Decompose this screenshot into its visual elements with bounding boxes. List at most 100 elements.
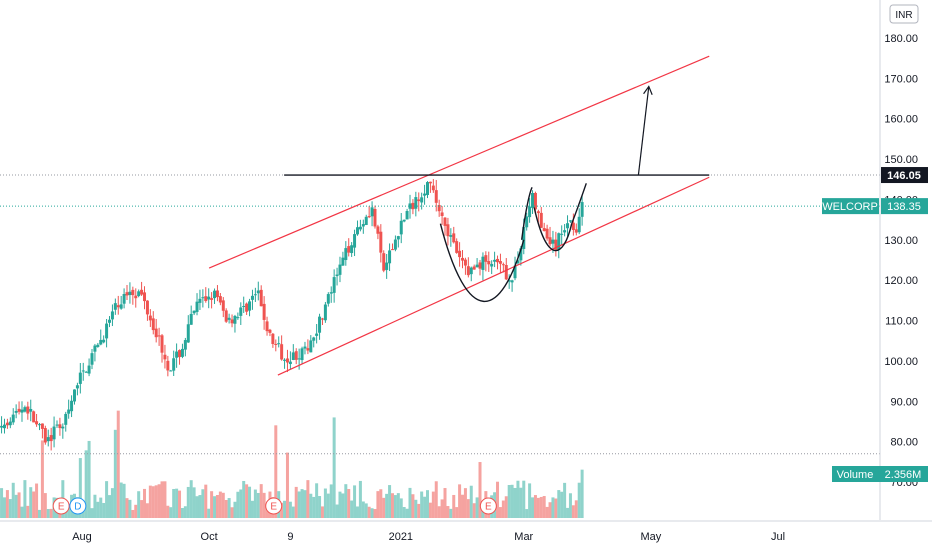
channel-upper-line[interactable] xyxy=(208,55,710,269)
candle-body xyxy=(154,328,158,338)
candle-body xyxy=(145,300,149,315)
candle-body xyxy=(110,311,114,320)
candle-body xyxy=(265,321,269,332)
candle-body xyxy=(382,253,386,271)
candle-body xyxy=(78,372,82,384)
cup-curve[interactable] xyxy=(439,223,525,303)
candle-body xyxy=(528,206,532,218)
volume-bar xyxy=(364,503,368,518)
handle-right-rim[interactable] xyxy=(571,183,587,224)
volume-bar xyxy=(318,496,322,518)
volume-bar xyxy=(519,487,523,518)
candle-body xyxy=(274,343,278,345)
dividend-marker[interactable]: D xyxy=(69,497,87,515)
candle-body xyxy=(253,294,257,296)
candle-body xyxy=(0,426,4,428)
candle-body xyxy=(568,220,572,222)
candle-body xyxy=(402,219,406,222)
candle-body xyxy=(99,339,103,345)
volume-bar xyxy=(172,488,176,518)
candle-body xyxy=(332,277,336,293)
candle-body xyxy=(210,298,214,300)
time-axis[interactable]: Aug Oct 9 2021 Mar May Jul xyxy=(72,531,785,543)
candle-body xyxy=(113,303,117,310)
channel-lower-line[interactable] xyxy=(277,176,710,376)
resistance-tag-text: 146.05 xyxy=(887,170,921,182)
candle-body xyxy=(463,259,467,266)
candle-body xyxy=(548,237,552,245)
volume-bar xyxy=(178,490,182,518)
candle-body xyxy=(323,304,327,321)
currency-badge[interactable]: INR xyxy=(889,4,919,24)
volume-bar xyxy=(449,508,453,518)
candle-body xyxy=(218,296,222,303)
cup-right-rim[interactable] xyxy=(520,187,533,240)
earnings-marker[interactable]: E xyxy=(479,497,497,515)
candle-body xyxy=(75,385,79,389)
candle-body xyxy=(425,182,429,196)
candle-body xyxy=(376,226,380,234)
volume-bar xyxy=(204,484,208,518)
candlesticks xyxy=(0,179,584,451)
candle-body xyxy=(256,290,260,294)
volume-bar xyxy=(207,508,211,518)
volume-tag-value: 2.356M xyxy=(885,469,922,481)
candle-body xyxy=(192,310,196,314)
candle-body xyxy=(291,352,295,360)
time-axis-background xyxy=(0,521,932,550)
candle-body xyxy=(580,202,584,217)
volume-bar xyxy=(37,509,41,518)
volume-bar xyxy=(472,503,476,518)
candle-body xyxy=(262,303,266,320)
candle-body xyxy=(423,193,427,196)
volume-bar xyxy=(8,499,12,518)
volume-bar xyxy=(113,429,117,518)
handle-curve[interactable] xyxy=(533,207,573,252)
candle-body xyxy=(198,298,202,303)
candle-body xyxy=(163,354,167,360)
candle-body xyxy=(344,248,348,261)
y-tick-label: 90.00 xyxy=(890,396,918,408)
volume-bar xyxy=(32,491,36,518)
candle-body xyxy=(355,227,359,235)
candle-body xyxy=(215,290,219,298)
volume-bar xyxy=(227,498,231,518)
earnings-marker[interactable]: E xyxy=(265,497,283,515)
volume-bar xyxy=(166,505,170,518)
candle-body xyxy=(390,249,394,251)
candle-body xyxy=(490,263,494,267)
candle-body xyxy=(26,406,30,414)
trend-drawings[interactable] xyxy=(208,55,710,376)
volume-bar xyxy=(81,508,85,518)
candle-body xyxy=(221,300,225,311)
event-circle xyxy=(52,497,70,515)
volume-bar xyxy=(186,486,190,518)
volume-bar xyxy=(248,486,252,518)
last-price-tag-text: 138.35 xyxy=(887,201,921,213)
volume-bar xyxy=(446,506,450,518)
volume-bar xyxy=(169,507,173,518)
candle-body xyxy=(358,226,362,230)
candle-body xyxy=(574,229,578,233)
volume-bar xyxy=(475,497,479,518)
volume-bar xyxy=(431,491,435,518)
volume-bar xyxy=(548,502,552,518)
breakout-arrow-head[interactable] xyxy=(643,85,653,96)
volume-bar xyxy=(312,496,316,518)
breakout-arrow-line[interactable] xyxy=(637,86,650,176)
candle-body xyxy=(259,289,263,307)
volume-bar xyxy=(323,488,327,518)
volume-bar xyxy=(285,452,289,518)
candle-body xyxy=(55,424,59,426)
volume-bar xyxy=(402,507,406,518)
volume-bar xyxy=(303,490,307,518)
earnings-marker[interactable]: E xyxy=(52,497,70,515)
candle-body xyxy=(367,216,371,218)
volume-bar xyxy=(539,496,543,518)
candle-body xyxy=(481,256,485,270)
volume-bar xyxy=(533,495,537,518)
volume-bar xyxy=(215,495,219,518)
candle-body xyxy=(370,207,374,217)
